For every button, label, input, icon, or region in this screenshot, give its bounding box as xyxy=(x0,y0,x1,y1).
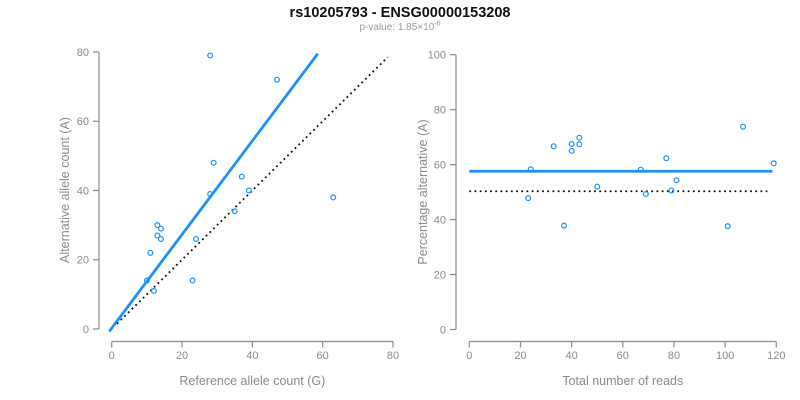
data-point xyxy=(770,160,777,167)
x-tick-label: 0 xyxy=(109,350,115,362)
data-point xyxy=(154,232,161,239)
data-point xyxy=(245,187,252,194)
y-tick-label: 0 xyxy=(440,324,446,336)
data-point xyxy=(273,76,280,83)
data-point xyxy=(330,194,337,201)
data-point xyxy=(663,155,670,162)
data-point xyxy=(150,287,157,294)
allele-counts-x-axis: 0 20 40 60 80 xyxy=(109,340,399,362)
data-point xyxy=(157,225,164,232)
data-point xyxy=(189,277,196,284)
y-tick-label: 0 xyxy=(83,324,89,336)
x-tick-label: 60 xyxy=(617,350,629,362)
data-point xyxy=(207,190,214,197)
percentage-by-coverage-y-axis: 0 20 40 60 80 100 xyxy=(428,50,457,336)
data-point xyxy=(527,166,534,173)
p-value-exponent: -6 xyxy=(434,20,441,28)
data-point xyxy=(147,249,154,256)
data-point xyxy=(594,183,601,190)
data-point xyxy=(154,222,161,229)
data-point xyxy=(210,159,217,166)
x-tick-label: 40 xyxy=(246,350,258,362)
y-tick-label: 60 xyxy=(77,116,89,128)
allele-counts-panel: 0 20 40 60 80 Alternative allele count (A) 0 20… xyxy=(58,47,399,388)
data-point xyxy=(668,187,675,194)
x-tick-label: 100 xyxy=(716,350,734,362)
regression-line xyxy=(108,52,319,333)
data-point xyxy=(143,277,150,284)
x-tick-label: 80 xyxy=(668,350,680,362)
y-tick-label: 20 xyxy=(77,255,89,267)
data-point xyxy=(637,166,644,173)
x-tick-label: 20 xyxy=(514,350,526,362)
data-point xyxy=(568,141,575,148)
y-tick-label: 100 xyxy=(428,50,446,62)
y-tick-label: 20 xyxy=(434,269,446,281)
x-tick-label: 80 xyxy=(387,350,399,362)
chart-subtitle: p-value: 1.85×10-6 xyxy=(0,20,800,33)
data-point xyxy=(550,143,557,150)
identity-line xyxy=(116,56,389,325)
allele-counts-points xyxy=(143,52,337,294)
data-point xyxy=(740,123,747,130)
allele-counts-y-axis-title: Alternative allele count (A) xyxy=(58,117,72,263)
data-point xyxy=(193,235,200,242)
percentage-by-coverage-panel: 0 20 40 60 80 100 Percentage alternative (A) 0 2… xyxy=(416,50,785,389)
data-point xyxy=(157,235,164,242)
p-value-text: p-value: 1.85×10 xyxy=(359,22,435,33)
data-point xyxy=(525,195,532,202)
x-tick-label: 0 xyxy=(466,350,472,362)
data-point xyxy=(560,222,567,229)
y-tick-label: 40 xyxy=(434,214,446,226)
data-point xyxy=(642,191,649,198)
y-tick-label: 80 xyxy=(77,47,89,59)
x-tick-label: 40 xyxy=(566,350,578,362)
percentage-by-coverage-y-axis-title: Percentage alternative (A) xyxy=(416,119,430,264)
data-point xyxy=(724,223,731,230)
data-point xyxy=(207,52,214,59)
y-tick-label: 60 xyxy=(434,159,446,171)
data-point xyxy=(568,147,575,154)
percentage-by-coverage-x-axis-title: Total number of reads xyxy=(562,374,683,388)
y-tick-label: 40 xyxy=(77,185,89,197)
chart-title: rs10205793 - ENSG00000153208 xyxy=(289,5,511,21)
percentage-by-coverage-x-axis: 0 20 40 60 80 100 120 xyxy=(466,340,785,362)
data-point xyxy=(576,134,583,141)
data-point xyxy=(231,208,238,215)
y-tick-label: 80 xyxy=(434,104,446,116)
x-tick-label: 20 xyxy=(176,350,188,362)
data-point xyxy=(238,173,245,180)
data-point xyxy=(576,141,583,148)
allele-counts-y-axis: 0 20 40 60 80 xyxy=(77,47,100,336)
x-tick-label: 60 xyxy=(317,350,329,362)
percentage-by-coverage-points xyxy=(525,123,777,230)
x-tick-label: 120 xyxy=(767,350,785,362)
data-point xyxy=(673,177,680,184)
allele-counts-x-axis-title: Reference allele count (G) xyxy=(179,374,325,388)
